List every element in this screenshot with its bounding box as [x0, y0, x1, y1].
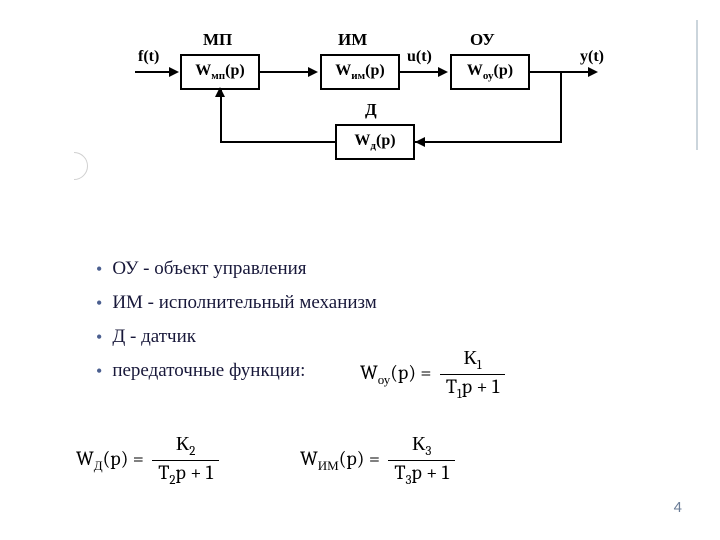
eq-lhs: WД(p) = — [76, 447, 144, 470]
page-number: 4 — [674, 499, 682, 516]
eq-woy: Wоу(p) = К1 T1p + 1 — [360, 346, 509, 402]
fb-up — [220, 90, 222, 143]
block-oy: Wоу(p) — [450, 54, 530, 90]
list-item: • ИМ - исполнительный механизм — [96, 292, 377, 314]
block-im: Wим(p) — [320, 54, 400, 90]
eq-lhs: WИМ(p) = — [300, 447, 380, 470]
block-mp: Wмп(p) — [180, 54, 260, 90]
eq-num: К3 — [388, 432, 455, 460]
label-mid: u(t) — [407, 48, 432, 66]
arrow-mp-im — [260, 71, 310, 73]
title-oy: ОУ — [470, 30, 495, 50]
eq-den: T2p + 1 — [152, 460, 219, 489]
eq-den: T3p + 1 — [388, 460, 455, 489]
eq-frac: К2 T2p + 1 — [152, 432, 219, 488]
fb-horiz-r — [415, 141, 562, 143]
fb-into-d-head — [415, 137, 425, 147]
list-text: Д - датчик — [112, 326, 196, 348]
arrow-im-oy — [400, 71, 440, 73]
slide: f(t) u(t) y(t) МП ИМ ОУ Д Wмп(p) Wим(p) … — [0, 0, 720, 540]
bullet-icon: • — [96, 292, 102, 314]
bullet-icon: • — [96, 258, 102, 280]
legend-list: • ОУ - объект управления • ИМ - исполнит… — [96, 258, 377, 394]
left-arc-decoration — [60, 152, 88, 180]
fb-horiz-l — [220, 141, 335, 143]
fb-up-head — [215, 87, 225, 97]
list-text: передаточные функции: — [112, 360, 305, 382]
eq-frac: К3 T3p + 1 — [388, 432, 455, 488]
list-item: • ОУ - объект управления — [96, 258, 377, 280]
label-input: f(t) — [138, 48, 159, 66]
fb-down — [560, 71, 562, 143]
arrow-im-oy-head — [438, 67, 448, 77]
eq-wim: WИМ(p) = К3 T3p + 1 — [300, 432, 459, 488]
eq-frac: К1 T1p + 1 — [440, 346, 505, 402]
title-mp: МП — [203, 30, 232, 50]
bullet-icon: • — [96, 360, 102, 382]
eq-lhs: Wоу(p) = — [360, 361, 431, 384]
eq-wd: WД(p) = К2 T2p + 1 — [76, 432, 223, 488]
eq-num: К2 — [152, 432, 219, 460]
list-item: • Д - датчик — [96, 326, 377, 348]
list-item: • передаточные функции: — [96, 360, 377, 382]
block-d: Wд(p) — [335, 124, 415, 160]
arrow-mp-im-head — [308, 67, 318, 77]
right-rail — [696, 20, 698, 150]
title-im: ИМ — [338, 30, 367, 50]
title-d: Д — [365, 100, 377, 120]
label-output: y(t) — [580, 48, 604, 66]
arrow-in — [135, 71, 171, 73]
bullet-icon: • — [96, 326, 102, 348]
list-text: ОУ - объект управления — [112, 258, 306, 280]
arrow-out-head — [588, 67, 598, 77]
eq-den: T1p + 1 — [440, 374, 505, 403]
list-text: ИМ - исполнительный механизм — [112, 292, 377, 314]
arrow-in-head — [169, 67, 179, 77]
eq-num: К1 — [440, 346, 505, 374]
block-diagram: f(t) u(t) y(t) МП ИМ ОУ Д Wмп(p) Wим(p) … — [120, 30, 620, 210]
